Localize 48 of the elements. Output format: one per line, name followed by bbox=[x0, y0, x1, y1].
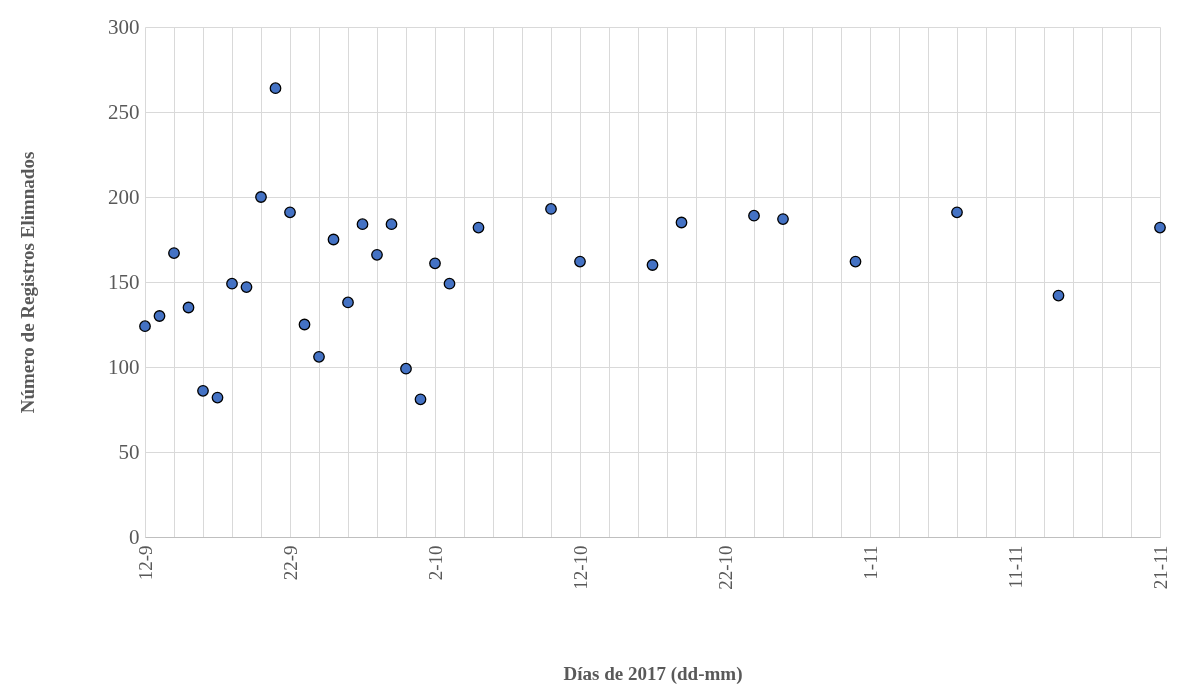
point bbox=[429, 257, 441, 270]
point bbox=[646, 259, 659, 271]
x-tick-label: 11-11 bbox=[1004, 545, 1026, 589]
point bbox=[443, 277, 456, 290]
point bbox=[574, 255, 586, 268]
point bbox=[777, 213, 789, 225]
y-tick-label: 200 bbox=[108, 184, 140, 209]
y-tick-label: 150 bbox=[108, 269, 140, 294]
point bbox=[153, 310, 166, 322]
x-tick-label: 12-10 bbox=[569, 545, 591, 590]
point bbox=[211, 391, 224, 404]
x-tick-label: 21-11 bbox=[1149, 545, 1171, 590]
x-tick-label: 22-10 bbox=[714, 545, 736, 590]
x-tick-label: 1-11 bbox=[859, 545, 881, 580]
y-axis-title: Número de Registros Elimnados bbox=[17, 151, 38, 414]
point bbox=[400, 362, 412, 375]
point bbox=[240, 281, 253, 293]
point bbox=[182, 301, 195, 314]
point bbox=[284, 206, 296, 219]
point bbox=[371, 248, 383, 261]
point bbox=[472, 221, 485, 234]
point bbox=[342, 296, 354, 309]
point bbox=[385, 218, 398, 231]
point bbox=[356, 218, 369, 231]
point bbox=[226, 277, 238, 290]
point bbox=[298, 318, 311, 331]
y-tick-label: 50 bbox=[118, 439, 140, 464]
y-tick-label: 250 bbox=[108, 99, 140, 124]
point bbox=[414, 393, 427, 406]
point bbox=[168, 247, 180, 259]
point bbox=[313, 350, 325, 363]
point bbox=[197, 384, 209, 397]
point bbox=[1052, 289, 1065, 302]
y-tick-label: 300 bbox=[108, 14, 140, 39]
y-tick-label: 100 bbox=[108, 354, 140, 379]
x-tick-label: 2-10 bbox=[424, 545, 446, 581]
point bbox=[951, 206, 963, 219]
point bbox=[675, 216, 688, 229]
x-tick-label: 22-9 bbox=[279, 545, 301, 581]
point bbox=[748, 209, 760, 222]
point bbox=[849, 255, 862, 268]
point bbox=[545, 203, 557, 215]
x-axis-title: Días de 2017 (dd-mm) bbox=[563, 662, 743, 684]
point bbox=[269, 82, 282, 95]
point bbox=[139, 320, 151, 333]
point bbox=[1154, 221, 1166, 234]
point bbox=[255, 191, 267, 203]
point bbox=[327, 233, 340, 246]
